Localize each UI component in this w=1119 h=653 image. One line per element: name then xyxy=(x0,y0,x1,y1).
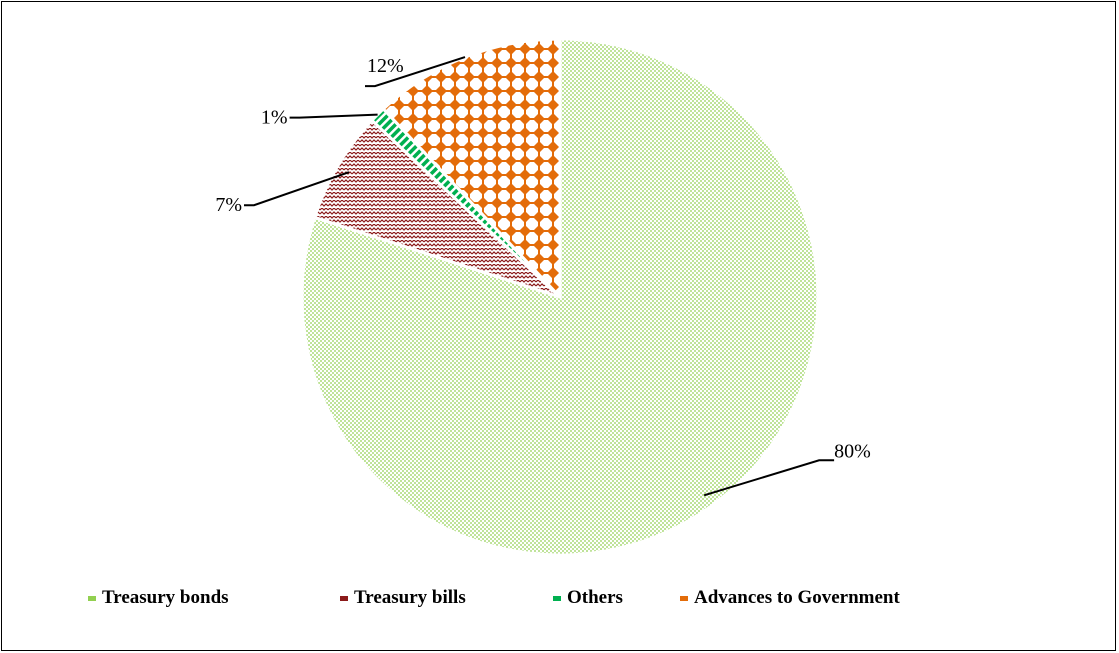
leader-line-others xyxy=(289,113,378,119)
legend-marker-treasury-bills xyxy=(340,596,348,601)
legend-item-advances-to-government: Advances to Government xyxy=(680,587,900,608)
legend-label-advances-to-government: Advances to Government xyxy=(694,587,900,608)
data-label-treasury-bills: 7% xyxy=(215,194,242,216)
legend-marker-treasury-bonds xyxy=(88,596,96,601)
pie-slice-treasury-bills xyxy=(312,118,562,299)
legend-item-treasury-bills: Treasury bills xyxy=(340,587,466,608)
leader-line-treasury-bonds xyxy=(703,459,835,497)
legend-item-treasury-bonds: Treasury bonds xyxy=(88,587,229,608)
legend-marker-others xyxy=(553,596,561,601)
legend-item-others: Others xyxy=(553,587,623,608)
legend-label-treasury-bills: Treasury bills xyxy=(354,587,466,608)
legend-label-treasury-bonds: Treasury bonds xyxy=(102,587,229,608)
data-label-treasury-bonds: 80% xyxy=(834,440,871,462)
leader-line-advances-to-government xyxy=(365,56,466,88)
pie-slice-treasury-bonds xyxy=(300,37,820,557)
legend-marker-advances-to-government xyxy=(680,596,688,601)
legend-label-others: Others xyxy=(567,587,623,608)
pie-slice-advances-to-government xyxy=(381,37,562,301)
data-label-advances-to-government: 12% xyxy=(367,55,404,77)
leader-line-treasury-bills xyxy=(244,171,350,207)
data-label-others: 1% xyxy=(261,107,288,129)
